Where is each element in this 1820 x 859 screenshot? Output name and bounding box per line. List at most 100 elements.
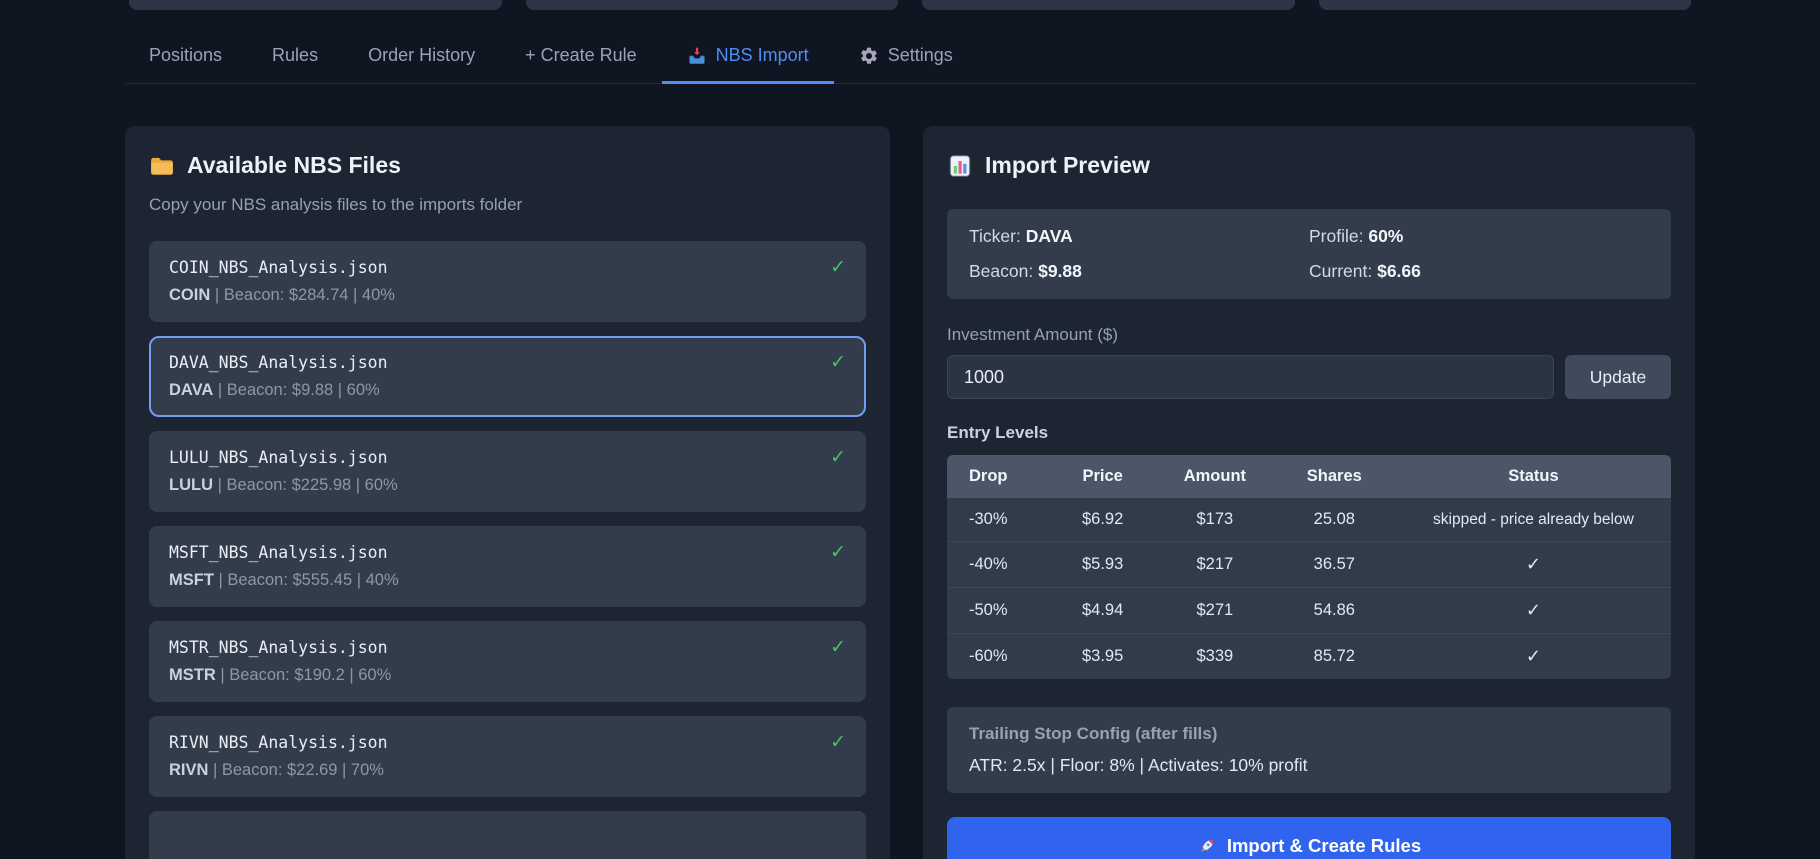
tab-label: NBS Import: [715, 45, 809, 65]
preview-panel-title: Import Preview: [985, 152, 1150, 178]
top-card: [922, 0, 1295, 10]
top-card: [1318, 0, 1691, 10]
file-list: COIN_NBS_Analysis.json COIN | Beacon: $2…: [149, 241, 866, 859]
tab-label: + Create Rule: [525, 45, 637, 65]
tab-create-rule[interactable]: + Create Rule: [500, 37, 662, 84]
file-meta-rest: | Beacon: $284.74 | 40%: [210, 286, 395, 304]
file-meta: RIVN | Beacon: $22.69 | 70%: [169, 761, 846, 780]
cell-amount: $339: [1156, 633, 1273, 679]
entry-table-head: Drop Price Amount Shares Status: [947, 455, 1671, 498]
file-meta: COIN | Beacon: $284.74 | 40%: [169, 286, 846, 305]
top-stat-cards-cutoff: [125, 0, 1695, 10]
file-item[interactable]: DAVA_NBS_Analysis.json DAVA | Beacon: $9…: [149, 336, 866, 417]
cell-price: $4.94: [1048, 587, 1157, 634]
rocket-icon: [1197, 836, 1217, 856]
top-card: [129, 0, 502, 10]
cell-drop: -30%: [947, 498, 1049, 542]
file-ticker: COIN: [169, 286, 211, 304]
file-meta: MSTR | Beacon: $190.2 | 60%: [169, 666, 846, 685]
cell-status: ✓: [1395, 587, 1671, 634]
cell-drop: -40%: [947, 541, 1049, 588]
entry-levels-table: Drop Price Amount Shares Status -30% $6.92 $…: [947, 455, 1671, 679]
check-icon: ✓: [830, 732, 846, 753]
check-icon: ✓: [830, 637, 846, 658]
cell-shares: 36.57: [1272, 541, 1396, 588]
cell-price: $5.93: [1048, 541, 1157, 588]
cell-shares: 85.72: [1272, 633, 1396, 679]
tab-positions[interactable]: Positions: [125, 37, 247, 84]
cell-drop: -50%: [947, 587, 1049, 634]
file-name: DAVA_NBS_Analysis.json: [169, 353, 388, 372]
file-item[interactable]: COIN_NBS_Analysis.json COIN | Beacon: $2…: [149, 241, 866, 322]
file-ticker: RIVN: [169, 761, 209, 779]
files-panel: Available NBS Files Copy your NBS analys…: [125, 126, 890, 859]
investment-row: Update: [947, 355, 1671, 399]
entry-row: -60% $3.95 $339 85.72 ✓: [947, 633, 1671, 679]
entry-row: -40% $5.93 $217 36.57 ✓: [947, 541, 1671, 588]
cell-drop: -60%: [947, 633, 1049, 679]
import-create-rules-button[interactable]: Import & Create Rules: [947, 817, 1671, 859]
file-ticker: MSTR: [169, 666, 216, 684]
cell-price: $6.92: [1048, 498, 1157, 542]
tab-label: Settings: [887, 45, 953, 65]
file-name: MSFT_NBS_Analysis.json: [169, 543, 388, 562]
cell-amount: $173: [1156, 498, 1273, 542]
file-ticker: MSFT: [169, 571, 214, 589]
check-icon: ✓: [830, 352, 846, 373]
investment-label: Investment Amount ($): [947, 325, 1119, 344]
cell-shares: 54.86: [1272, 587, 1396, 634]
top-card: [525, 0, 898, 10]
file-item[interactable]: RIVN_NBS_Analysis.json RIVN | Beacon: $2…: [149, 716, 866, 797]
cell-shares: 25.08: [1272, 498, 1396, 542]
trailing-stop-text: ATR: 2.5x | Floor: 8% | Activates: 10% p…: [969, 755, 1308, 775]
file-name: COIN_NBS_Analysis.json: [169, 258, 388, 277]
col-header-shares: Shares: [1272, 455, 1396, 498]
file-meta-rest: | Beacon: $22.69 | 70%: [208, 761, 384, 779]
import-button-label: Import & Create Rules: [1226, 835, 1422, 856]
col-header-status: Status: [1395, 455, 1671, 498]
files-panel-header: Available NBS Files: [149, 152, 866, 179]
tab-label: Rules: [272, 45, 319, 65]
preview-panel-header: Import Preview: [947, 152, 1671, 179]
trailing-stop-title: Trailing Stop Config (after fills): [969, 724, 1218, 743]
bar-chart-icon: [947, 153, 973, 179]
folder-icon: [149, 153, 175, 179]
file-meta-rest: | Beacon: $555.45 | 40%: [213, 571, 399, 589]
tab-rules[interactable]: Rules: [247, 37, 343, 84]
summary-ticker: Ticker: DAVA: [969, 226, 1073, 246]
entry-levels-label: Entry Levels: [947, 423, 1049, 442]
preview-panel: Import Preview Ticker: DAVA Profile: 60%…: [923, 126, 1695, 859]
file-meta-rest: | Beacon: $190.2 | 60%: [215, 666, 392, 684]
investment-input[interactable]: [947, 355, 1554, 399]
cell-amount: $217: [1156, 541, 1273, 588]
summary-beacon: Beacon: $9.88: [969, 261, 1082, 281]
update-button[interactable]: Update: [1565, 355, 1671, 399]
file-item[interactable]: MSTR_NBS_Analysis.json MSTR | Beacon: $1…: [149, 621, 866, 702]
tab-bar: Positions Rules Order History + Create R…: [125, 36, 1695, 84]
check-icon: ✓: [830, 542, 846, 563]
summary-current: Current: $6.66: [1309, 261, 1421, 281]
trailing-stop-config: Trailing Stop Config (after fills) ATR: …: [947, 707, 1671, 793]
file-meta: LULU | Beacon: $225.98 | 60%: [169, 476, 846, 495]
gear-icon: [859, 46, 879, 66]
col-header-price: Price: [1048, 455, 1157, 498]
page: Positions Rules Order History + Create R…: [125, 0, 1695, 859]
file-item-partial[interactable]: [149, 811, 866, 859]
tab-order-history[interactable]: Order History: [343, 37, 500, 84]
inbox-icon: [687, 46, 707, 66]
tab-settings[interactable]: Settings: [834, 37, 978, 84]
tab-label: Order History: [368, 45, 476, 65]
tab-nbs-import[interactable]: NBS Import: [661, 37, 834, 84]
col-header-amount: Amount: [1156, 455, 1273, 498]
file-meta-rest: | Beacon: $225.98 | 60%: [213, 476, 398, 494]
tab-label: Positions: [149, 45, 223, 65]
check-icon: ✓: [830, 447, 846, 468]
file-meta-rest: | Beacon: $9.88 | 60%: [213, 381, 380, 399]
file-item[interactable]: LULU_NBS_Analysis.json LULU | Beacon: $2…: [149, 431, 866, 512]
col-header-drop: Drop: [947, 455, 1049, 498]
file-item[interactable]: MSFT_NBS_Analysis.json MSFT | Beacon: $5…: [149, 526, 866, 607]
file-name: MSTR_NBS_Analysis.json: [169, 638, 388, 657]
cell-status: skipped - price already below: [1395, 498, 1671, 542]
preview-summary: Ticker: DAVA Profile: 60% Beacon: $9.88 …: [947, 209, 1671, 299]
content: Available NBS Files Copy your NBS analys…: [125, 126, 1695, 859]
